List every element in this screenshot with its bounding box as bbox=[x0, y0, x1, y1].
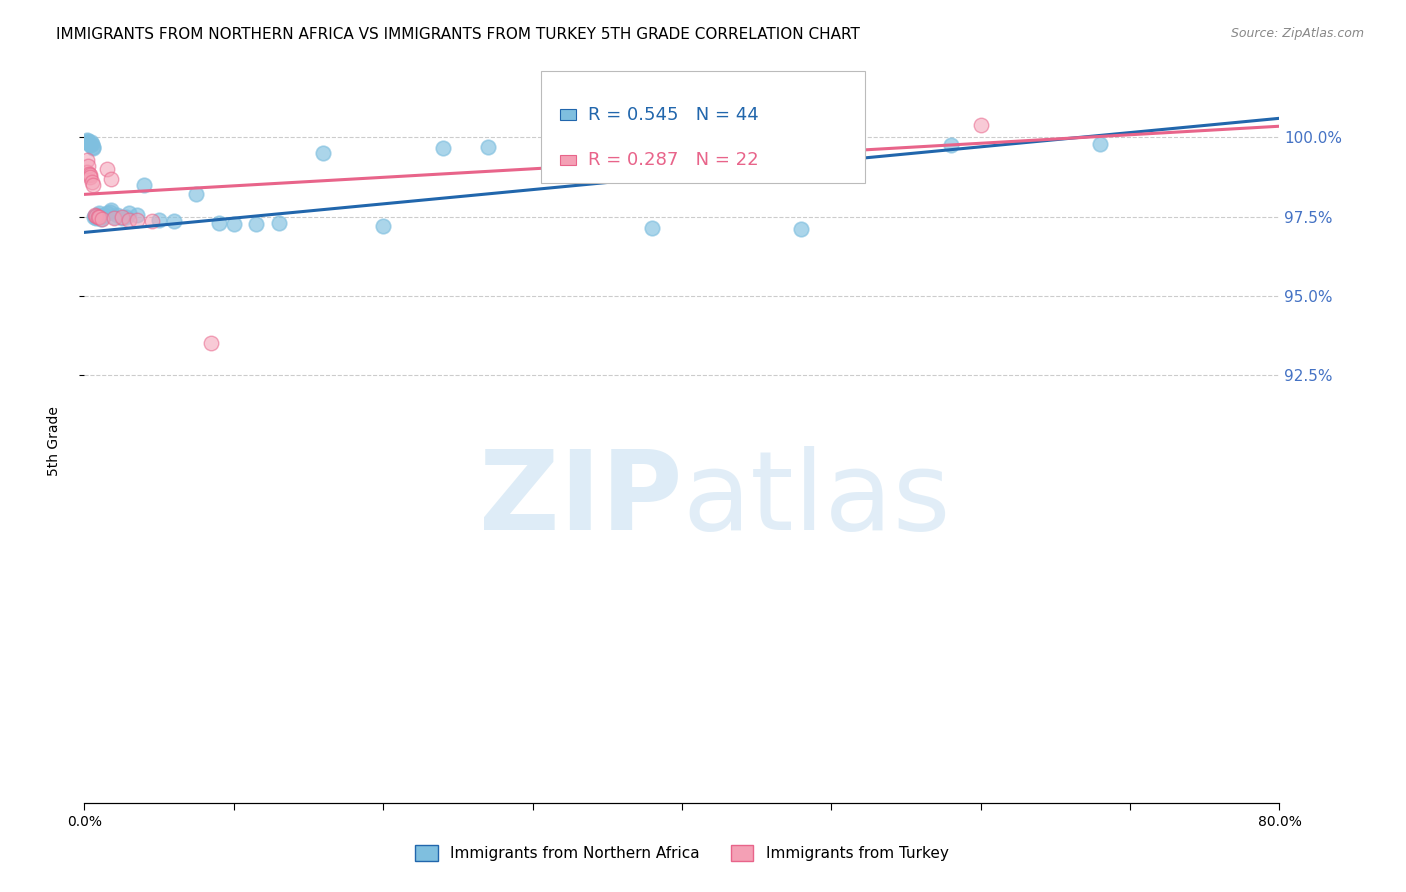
Point bbox=[939, 138, 962, 153]
Point bbox=[79, 136, 101, 151]
Point bbox=[79, 169, 101, 183]
Point bbox=[148, 212, 170, 227]
Point bbox=[111, 211, 134, 226]
Point bbox=[80, 175, 103, 189]
Point bbox=[186, 187, 208, 202]
Point bbox=[89, 210, 111, 224]
Point bbox=[83, 209, 105, 223]
Point bbox=[86, 211, 108, 226]
Text: atlas: atlas bbox=[682, 446, 950, 553]
Point bbox=[91, 212, 114, 227]
Point bbox=[103, 210, 125, 224]
Point bbox=[163, 214, 186, 228]
Point bbox=[373, 219, 395, 233]
Point bbox=[96, 161, 118, 176]
Point bbox=[76, 153, 98, 167]
Point bbox=[83, 210, 105, 224]
Text: ZIP: ZIP bbox=[478, 446, 682, 553]
Point bbox=[96, 206, 118, 220]
Point bbox=[77, 134, 100, 148]
Point bbox=[312, 146, 335, 161]
Point bbox=[87, 208, 110, 222]
Point bbox=[141, 214, 163, 228]
Point bbox=[118, 212, 141, 227]
Point bbox=[245, 217, 267, 231]
Point bbox=[100, 171, 122, 186]
Y-axis label: 5th Grade: 5th Grade bbox=[46, 407, 60, 476]
Point bbox=[970, 118, 993, 132]
Point bbox=[93, 208, 115, 222]
Point bbox=[84, 210, 107, 224]
Text: IMMIGRANTS FROM NORTHERN AFRICA VS IMMIGRANTS FROM TURKEY 5TH GRADE CORRELATION : IMMIGRANTS FROM NORTHERN AFRICA VS IMMIG… bbox=[56, 27, 860, 42]
Point bbox=[98, 204, 121, 219]
Point bbox=[83, 208, 105, 222]
Point bbox=[82, 141, 104, 155]
Text: Source: ZipAtlas.com: Source: ZipAtlas.com bbox=[1230, 27, 1364, 40]
Point bbox=[208, 216, 231, 230]
Point bbox=[86, 209, 108, 223]
Point bbox=[87, 210, 110, 224]
Point bbox=[432, 141, 454, 155]
Point bbox=[477, 140, 499, 154]
Point bbox=[267, 216, 290, 230]
Point bbox=[77, 167, 100, 181]
Point bbox=[77, 159, 100, 173]
Point bbox=[80, 137, 103, 152]
Point bbox=[641, 220, 664, 235]
Point bbox=[82, 178, 104, 192]
Text: R = 0.545   N = 44: R = 0.545 N = 44 bbox=[588, 106, 758, 124]
Point bbox=[118, 206, 141, 220]
Point bbox=[1090, 136, 1112, 151]
Point bbox=[90, 212, 112, 227]
Point bbox=[125, 213, 148, 227]
Point bbox=[80, 135, 103, 149]
Point bbox=[115, 210, 138, 224]
Point bbox=[76, 165, 98, 179]
Point bbox=[105, 208, 128, 222]
Point bbox=[76, 135, 98, 149]
Point bbox=[91, 210, 114, 224]
Point bbox=[89, 206, 111, 220]
Legend: Immigrants from Northern Africa, Immigrants from Turkey: Immigrants from Northern Africa, Immigra… bbox=[409, 839, 955, 867]
Point bbox=[82, 140, 104, 154]
Point bbox=[200, 336, 222, 351]
Point bbox=[79, 169, 101, 184]
Point bbox=[790, 222, 813, 236]
Point bbox=[111, 210, 134, 224]
Point bbox=[132, 178, 156, 192]
Point bbox=[103, 211, 125, 226]
Point bbox=[76, 133, 98, 147]
Point bbox=[79, 138, 101, 153]
Point bbox=[77, 136, 100, 150]
Point bbox=[125, 208, 148, 222]
Point bbox=[100, 203, 122, 218]
Point bbox=[222, 218, 245, 232]
Text: R = 0.287   N = 22: R = 0.287 N = 22 bbox=[588, 151, 758, 169]
